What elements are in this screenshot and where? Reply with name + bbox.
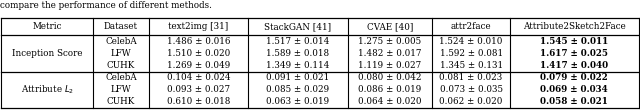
Text: 0.064 ± 0.020: 0.064 ± 0.020 [358,97,422,106]
Text: 1.269 ± 0.049: 1.269 ± 0.049 [167,61,230,70]
Text: 1.517 ± 0.014: 1.517 ± 0.014 [266,37,330,46]
Text: 0.104 ± 0.024: 0.104 ± 0.024 [166,73,230,82]
Text: 0.086 ± 0.019: 0.086 ± 0.019 [358,85,422,94]
Text: 1.345 ± 0.131: 1.345 ± 0.131 [440,61,502,70]
Text: CUHK: CUHK [107,97,135,106]
Text: 1.119 ± 0.027: 1.119 ± 0.027 [358,61,422,70]
Text: 0.085 ± 0.029: 0.085 ± 0.029 [266,85,330,94]
Text: 0.080 ± 0.042: 0.080 ± 0.042 [358,73,422,82]
Text: LFW: LFW [111,85,131,94]
Text: text2img [31]: text2img [31] [168,22,228,31]
Text: Inception Score: Inception Score [12,49,83,58]
Text: 0.610 ± 0.018: 0.610 ± 0.018 [166,97,230,106]
Text: CUHK: CUHK [107,61,135,70]
Text: 0.058 ± 0.021: 0.058 ± 0.021 [540,97,608,106]
Text: CVAE [40]: CVAE [40] [367,22,413,31]
Text: 1.589 ± 0.018: 1.589 ± 0.018 [266,49,330,58]
Text: 0.063 ± 0.019: 0.063 ± 0.019 [266,97,330,106]
Text: StackGAN [41]: StackGAN [41] [264,22,332,31]
Text: 0.073 ± 0.035: 0.073 ± 0.035 [440,85,502,94]
Text: 0.062 ± 0.020: 0.062 ± 0.020 [440,97,503,106]
Text: 1.510 ± 0.020: 1.510 ± 0.020 [167,49,230,58]
Text: 0.079 ± 0.022: 0.079 ± 0.022 [540,73,608,82]
Text: 1.592 ± 0.081: 1.592 ± 0.081 [440,49,502,58]
Text: Dataset: Dataset [104,22,138,31]
Text: CelebA: CelebA [105,37,137,46]
Text: Metric: Metric [33,22,62,31]
Text: attr2face: attr2face [451,22,492,31]
Text: 1.349 ± 0.114: 1.349 ± 0.114 [266,61,330,70]
Text: 0.069 ± 0.034: 0.069 ± 0.034 [540,85,608,94]
Text: 0.081 ± 0.023: 0.081 ± 0.023 [440,73,502,82]
Text: 1.524 ± 0.010: 1.524 ± 0.010 [440,37,503,46]
Text: compare the performance of different methods.: compare the performance of different met… [0,1,212,10]
Text: 1.486 ± 0.016: 1.486 ± 0.016 [166,37,230,46]
Text: CelebA: CelebA [105,73,137,82]
Text: 1.545 ± 0.011: 1.545 ± 0.011 [540,37,609,46]
Text: 0.091 ± 0.021: 0.091 ± 0.021 [266,73,330,82]
Text: Attribute $L_2$: Attribute $L_2$ [20,83,74,96]
Text: Attribute2Sketch2Face: Attribute2Sketch2Face [523,22,626,31]
Text: 1.417 ± 0.040: 1.417 ± 0.040 [540,61,608,70]
Text: 0.093 ± 0.027: 0.093 ± 0.027 [167,85,230,94]
Text: 1.275 ± 0.005: 1.275 ± 0.005 [358,37,422,46]
Text: LFW: LFW [111,49,131,58]
Text: 1.482 ± 0.017: 1.482 ± 0.017 [358,49,422,58]
Text: 1.617 ± 0.025: 1.617 ± 0.025 [540,49,608,58]
